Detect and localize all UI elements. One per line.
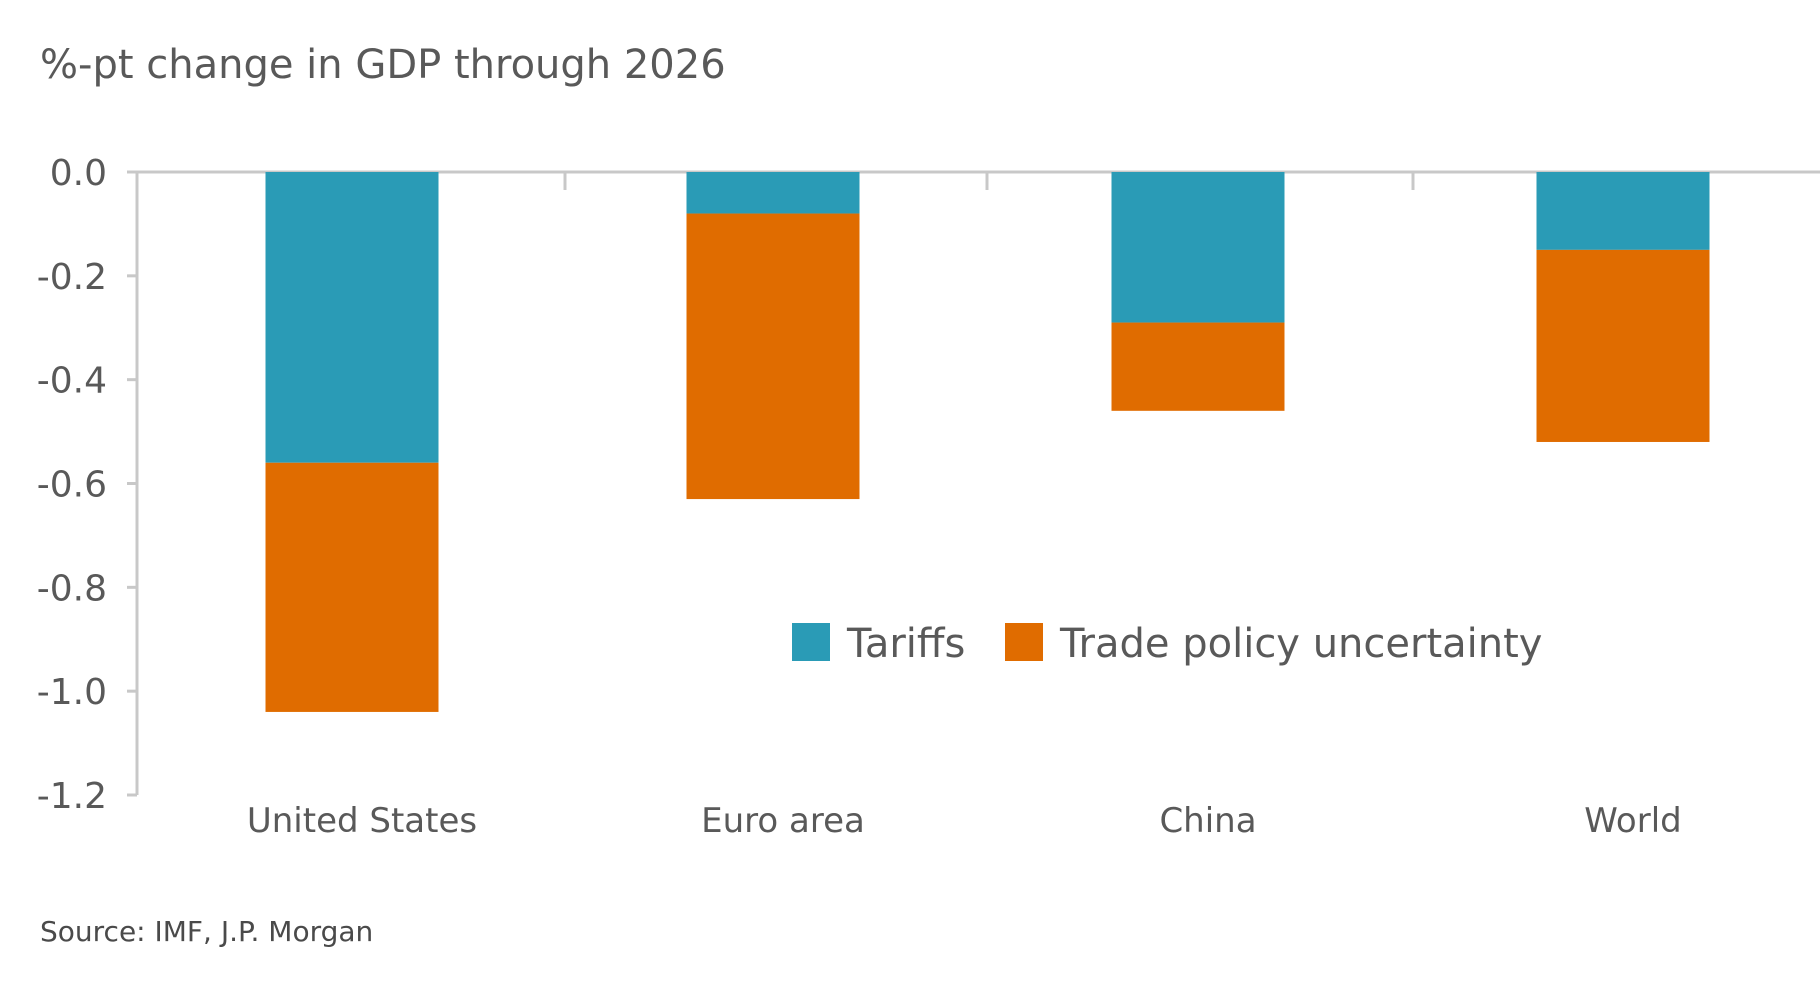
category-label: United States (247, 801, 477, 841)
y-tick-label: -1.2 (37, 776, 107, 817)
legend-swatch-trade-policy-uncertainty (1005, 623, 1043, 661)
legend-swatch-tariffs (792, 623, 830, 661)
bar-trade-policy-uncertainty-0 (265, 462, 439, 712)
bar-tariffs-2 (1111, 172, 1285, 323)
bar-tariffs-0 (265, 172, 439, 463)
y-tick-label: -0.8 (37, 568, 107, 609)
legend-label: Tariffs (846, 621, 965, 667)
category-label: Euro area (701, 801, 865, 841)
bar-trade-policy-uncertainty-3 (1536, 249, 1710, 442)
category-label: World (1584, 801, 1681, 841)
y-tick-label: -0.2 (37, 257, 107, 298)
category-labels: United States Euro area China World (247, 801, 1682, 841)
y-tick-label: -0.4 (37, 361, 107, 402)
legend: Tariffs Trade policy uncertainty (792, 621, 1542, 667)
bar-tariffs-3 (1536, 172, 1710, 250)
bar-trade-policy-uncertainty-1 (686, 213, 860, 500)
bar-tariffs-1 (686, 172, 860, 214)
category-label: China (1159, 801, 1256, 841)
bars (265, 172, 1710, 712)
chart-title: %-pt change in GDP through 2026 (40, 42, 726, 88)
y-tick-label: -0.6 (37, 465, 107, 506)
y-tick-label: 0.0 (50, 153, 107, 194)
bar-trade-policy-uncertainty-2 (1111, 322, 1285, 411)
source-note: Source: IMF, J.P. Morgan (40, 915, 374, 948)
legend-label: Trade policy uncertainty (1059, 621, 1542, 667)
y-axis: 0.0 -0.2 -0.4 -0.6 -0.8 -1.0 -1.2 (37, 153, 139, 817)
y-tick-label: -1.0 (37, 672, 107, 713)
